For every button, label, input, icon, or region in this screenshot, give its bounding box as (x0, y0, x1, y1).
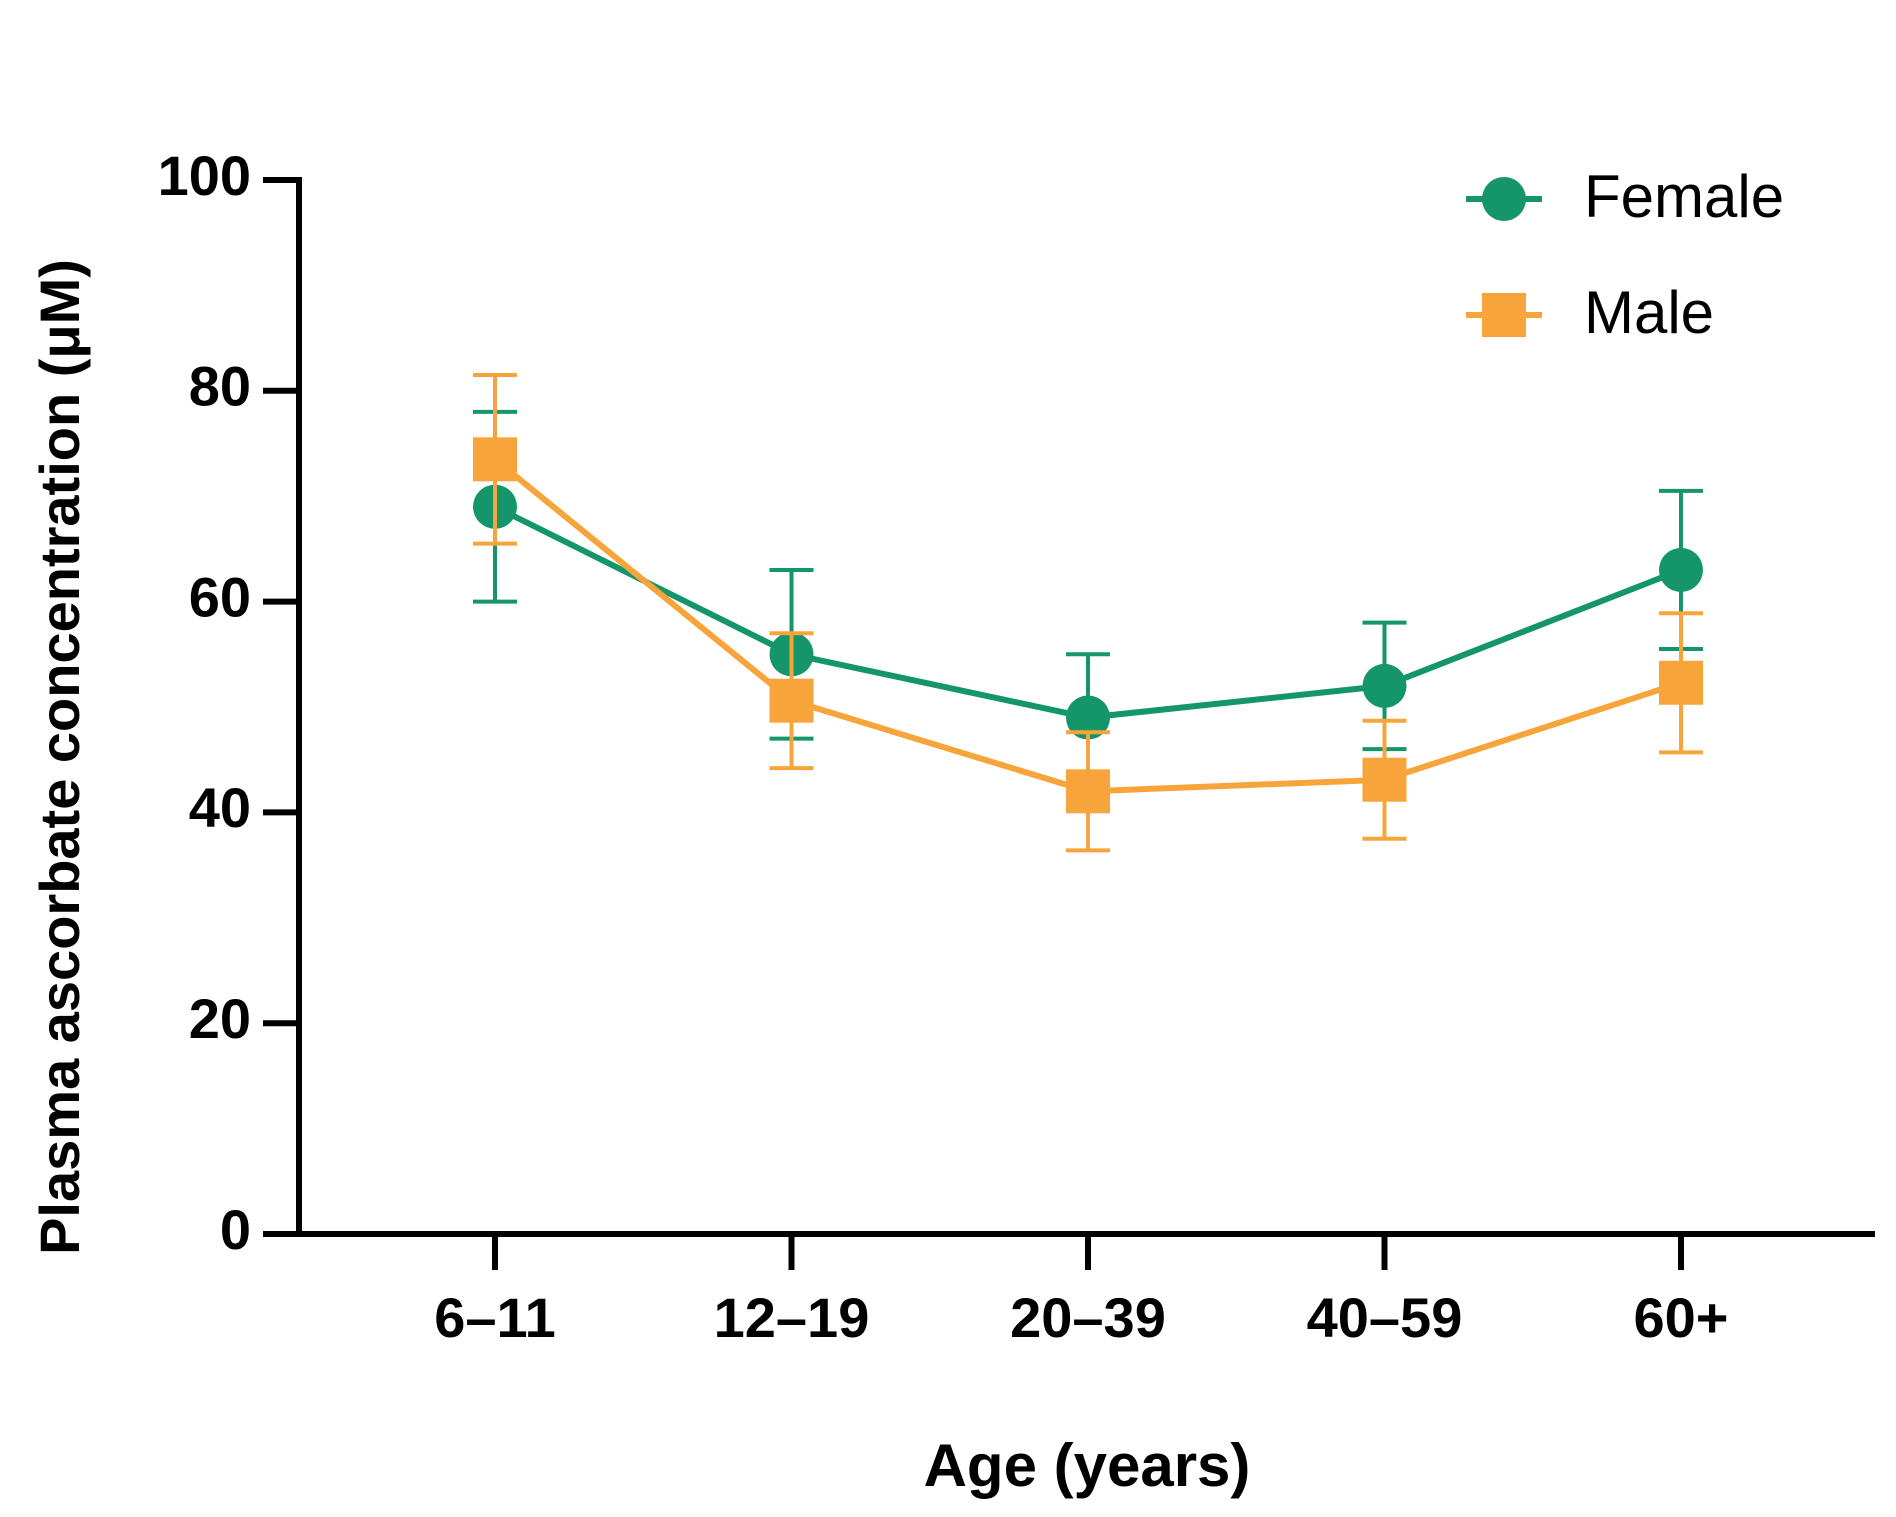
y-tick-label: 0 (220, 1198, 251, 1261)
x-tick-label: 40–59 (1307, 1286, 1463, 1349)
data-point (1066, 769, 1110, 814)
x-axis-title: Age (years) (924, 1432, 1251, 1499)
data-point (769, 678, 814, 723)
legend-marker (1482, 177, 1526, 221)
data-point (473, 437, 517, 482)
x-tick-label: 12–19 (714, 1286, 870, 1349)
data-point (1362, 757, 1407, 802)
legend-label: Female (1584, 163, 1784, 230)
y-tick-label: 20 (189, 987, 251, 1050)
legend-marker (1482, 293, 1526, 337)
legend-label: Male (1584, 279, 1714, 346)
y-tick-label: 60 (189, 565, 251, 628)
y-tick-label: 40 (189, 776, 251, 839)
data-point (1659, 547, 1703, 592)
data-point (1659, 660, 1703, 705)
data-point (1362, 663, 1407, 708)
y-axis-title: Plasma ascorbate concentration (μM) (28, 259, 91, 1255)
y-tick-label: 100 (158, 144, 251, 207)
x-tick-label: 20–39 (1010, 1286, 1166, 1349)
x-tick-label: 6–11 (434, 1286, 556, 1349)
x-tick-label: 60+ (1634, 1286, 1729, 1349)
data-point (1066, 695, 1110, 740)
y-tick-label: 80 (189, 355, 251, 418)
